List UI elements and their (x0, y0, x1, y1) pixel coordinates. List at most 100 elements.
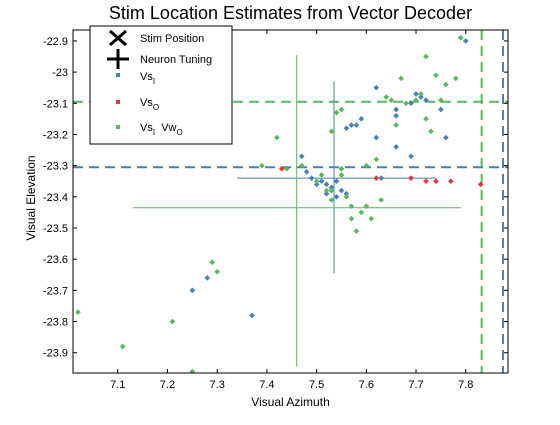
y-tick-label: -23.6 (43, 254, 68, 266)
series-0-point-31 (438, 106, 444, 113)
series-2-point-21 (363, 203, 370, 210)
series-0-point-10 (328, 184, 335, 191)
series-0-point-20 (373, 84, 380, 91)
series-1-point-7 (477, 181, 484, 188)
series-0-point-29 (418, 94, 424, 100)
series-2-point-12 (323, 187, 330, 194)
legend-label-vso: VsO (140, 97, 159, 112)
series-0-point-9 (323, 190, 330, 197)
y-tick-label: -23.3 (43, 161, 68, 173)
series-2-point-8 (283, 165, 290, 172)
series-2-point-44 (423, 53, 429, 60)
series-0-point-34 (462, 38, 469, 44)
series-2-point-40 (438, 97, 444, 103)
series-2-point-43 (457, 34, 464, 41)
series-2-point-39 (433, 72, 439, 79)
series-2-point-28 (328, 128, 335, 135)
x-tick-label: 7.4 (259, 379, 274, 391)
x-tick-label: 7.2 (160, 379, 175, 391)
series-2-point-1 (119, 343, 126, 350)
legend-marker-vsi-vwo (116, 125, 120, 129)
series-2-point-5 (214, 268, 220, 275)
series-0-point-7 (318, 178, 325, 185)
series-2-point-19 (353, 228, 360, 234)
series-2-point-7 (274, 134, 280, 141)
series-0-point-24 (393, 112, 399, 119)
series-2-point-4 (209, 259, 216, 266)
y-tick-label: -23.8 (43, 317, 68, 329)
legend-box (89, 25, 233, 145)
series-0-point-28 (413, 91, 419, 97)
legend-plus-icon (107, 49, 129, 69)
legend-label-vsi: VsI (140, 71, 155, 86)
x-axis-label: Visual Azimuth (251, 395, 330, 409)
series-2-point-11 (318, 172, 325, 178)
series-0-point-6 (313, 181, 320, 188)
x-tick-label: 7.1 (110, 379, 125, 391)
axis-ticks: 7.1 7.2 7.3 7.4 7.5 7.6 7.7 7.8 -22.9 -23 -23.1 -23… (43, 30, 508, 391)
y-tick-label: -23.1 (43, 98, 68, 110)
series-0-point-12 (338, 187, 345, 194)
series-0-point-4 (303, 169, 310, 175)
series-0-point-0 (249, 312, 255, 319)
series-2-point-9 (298, 162, 305, 169)
series-0-point-21 (373, 134, 380, 141)
series-0-point-14 (333, 178, 340, 185)
series-1-point-0 (278, 165, 285, 172)
series-2-point-23 (378, 197, 385, 203)
series-1-point-5 (433, 178, 439, 185)
series-2-point-25 (363, 162, 370, 169)
y-axis-label: Visual Elevation (24, 155, 38, 241)
series-2-point-20 (358, 209, 365, 216)
legend-x-icon (109, 29, 127, 47)
series-2-point-37 (423, 116, 429, 122)
series-0-point-3 (298, 153, 305, 160)
series-0-point-1 (189, 287, 196, 294)
series-2-point-18 (348, 215, 355, 222)
series-0-point-27 (408, 100, 414, 107)
series-2-point-15 (338, 172, 345, 178)
axes-frame (72, 29, 509, 374)
legend: Stim Position Neuron Tuning VsI VsO VsI … (89, 25, 233, 145)
series-0-point-8 (323, 181, 330, 188)
series-0-point-26 (408, 153, 414, 160)
plot-marks (73, 30, 508, 373)
series-2-point-13 (328, 197, 335, 203)
series-1-point-3 (408, 175, 414, 181)
y-tick-label: -23.7 (43, 285, 68, 297)
series-2-point-2 (169, 318, 176, 325)
legend-label-neuron-tuning: Neuron Tuning (140, 54, 212, 66)
series-2-point-22 (368, 215, 375, 222)
series-0-point-19 (358, 116, 365, 122)
legend-label-stim-position: Stim Position (140, 33, 204, 45)
y-tick-label: -23.4 (43, 192, 68, 204)
legend-marker-vsi (116, 73, 120, 77)
series-0-point-32 (443, 134, 449, 141)
y-tick-label: -23.5 (43, 223, 68, 235)
y-tick-label: -23.2 (43, 129, 68, 141)
series-2-point-38 (428, 128, 434, 135)
chart-title: Stim Location Estimates from Vector Deco… (108, 3, 473, 23)
series-0-point-5 (308, 175, 315, 181)
series-1-point-4 (423, 178, 429, 185)
series-2-point-41 (443, 81, 449, 88)
series-2-point-42 (452, 75, 459, 82)
x-tick-label: 7.3 (210, 379, 225, 391)
y-tick-label: -23.9 (43, 348, 68, 360)
series-0-point-13 (343, 190, 350, 197)
series-2-point-14 (328, 187, 335, 194)
series-0-point-30 (423, 97, 429, 103)
series-0-point-11 (333, 193, 340, 200)
series-0-point-16 (343, 125, 350, 132)
series-2-point-26 (333, 109, 340, 116)
series-2-point-36 (418, 91, 424, 97)
series-1-point-2 (373, 175, 380, 181)
x-tick-label: 7.5 (309, 379, 324, 391)
y-tick-label: -23 (52, 67, 68, 79)
series-2-point-31 (388, 97, 394, 103)
legend-label-vsi-vwo: VsI VwO (140, 122, 183, 137)
series-0-point-2 (204, 275, 211, 281)
series-2-point-24 (338, 165, 345, 172)
series-2-point-32 (393, 122, 399, 128)
